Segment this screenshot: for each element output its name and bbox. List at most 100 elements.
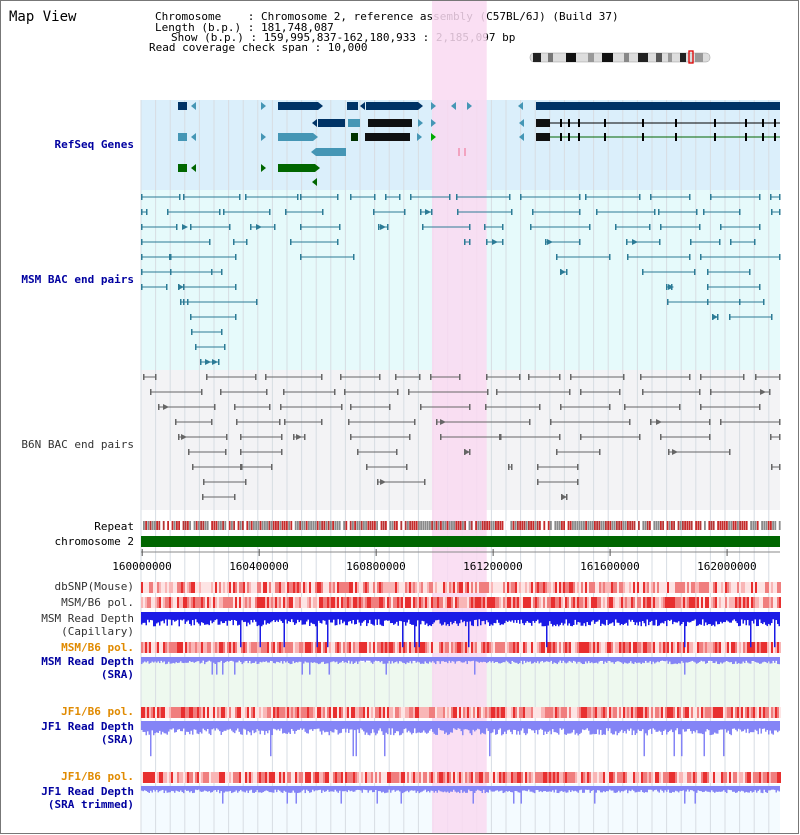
jf1-b6-pol-track-2[interactable] xyxy=(141,772,781,783)
exon-mark[interactable] xyxy=(745,119,747,127)
pol-cell xyxy=(185,642,187,653)
pol-cell xyxy=(333,707,335,718)
repeat-feature xyxy=(726,521,728,530)
jf1-read-depth-sra[interactable] xyxy=(141,721,780,757)
gene-block[interactable] xyxy=(278,164,315,172)
exon-mark[interactable] xyxy=(604,119,606,127)
bac-end xyxy=(650,419,652,425)
pol-cell xyxy=(537,597,539,608)
track-label-msm-read-depth-sra[interactable]: MSM Read Depth xyxy=(41,655,134,668)
exon-mark[interactable] xyxy=(714,119,716,127)
refseq-gene-features[interactable] xyxy=(178,102,780,186)
repeat-feature xyxy=(668,521,671,530)
ideogram-current-position[interactable] xyxy=(688,50,694,64)
msm-read-depth-sra[interactable] xyxy=(141,657,780,675)
bac-end xyxy=(223,209,225,215)
pol-cell xyxy=(779,597,781,608)
exon-mark[interactable] xyxy=(774,119,776,127)
exon-mark[interactable] xyxy=(604,133,606,141)
exon-mark[interactable] xyxy=(762,133,764,141)
exon-mark[interactable] xyxy=(560,119,562,127)
track-label-msm-b6-pol-1[interactable]: MSM/B6 pol. xyxy=(61,596,134,609)
track-label-msm-b6-pol-2[interactable]: MSM/B6 pol. xyxy=(61,641,134,654)
depth-bar xyxy=(357,721,359,730)
depth-bar xyxy=(180,612,182,620)
depth-bar xyxy=(672,612,674,625)
pol-cell xyxy=(321,597,323,608)
bac-end xyxy=(203,479,205,485)
msm-b6-pol-track-2[interactable] xyxy=(141,642,781,653)
dbsnp-track[interactable] xyxy=(141,582,781,593)
exon-mark[interactable] xyxy=(642,119,644,127)
jf1-b6-pol-track-1[interactable] xyxy=(141,707,781,718)
track-label-jf1-read-depth-sra[interactable]: JF1 Read Depth xyxy=(41,720,134,733)
depth-bar xyxy=(346,612,348,626)
pol-cell xyxy=(265,772,267,783)
exon-mark[interactable] xyxy=(714,133,716,141)
gene-block[interactable] xyxy=(178,102,187,110)
track-label-jf1-b6-pol-2[interactable]: JF1/B6 pol. xyxy=(61,770,134,783)
depth-bar xyxy=(268,721,270,731)
gene-block[interactable] xyxy=(368,119,412,127)
pol-cell xyxy=(711,582,713,593)
depth-bar xyxy=(664,612,666,622)
pol-cell xyxy=(337,597,339,608)
pol-cell xyxy=(323,582,325,593)
highlight-region[interactable] xyxy=(432,0,487,834)
jf1-read-depth-trimmed[interactable] xyxy=(141,786,780,804)
pol-cell xyxy=(629,642,631,653)
depth-bar xyxy=(595,786,597,793)
gene-block[interactable] xyxy=(316,148,346,156)
track-label-refseq-genes[interactable]: RefSeq Genes xyxy=(54,138,134,151)
gene-block[interactable] xyxy=(278,133,313,141)
track-label-jf1-read-depth-trimmed[interactable]: JF1 Read Depth xyxy=(41,785,134,798)
gene-block[interactable] xyxy=(536,133,550,141)
exon-mark[interactable] xyxy=(568,119,570,127)
track-label-chromosome[interactable]: chromosome 2 xyxy=(54,535,134,548)
depth-bar xyxy=(348,721,350,733)
gene-block[interactable] xyxy=(178,164,187,172)
repeat-feature xyxy=(717,521,719,530)
gene-block[interactable] xyxy=(318,119,345,127)
gene-block[interactable] xyxy=(351,133,358,141)
track-label-repeat[interactable]: Repeat xyxy=(94,520,134,533)
exon-mark[interactable] xyxy=(675,133,677,141)
gene-block[interactable] xyxy=(365,133,410,141)
pol-cell xyxy=(573,582,575,593)
gene-block[interactable] xyxy=(366,102,418,110)
exon-mark[interactable] xyxy=(560,133,562,141)
exon-mark[interactable] xyxy=(745,133,747,141)
gene-block[interactable] xyxy=(348,119,360,127)
chromosome-bar[interactable] xyxy=(141,536,780,547)
exon-mark[interactable] xyxy=(568,133,570,141)
track-label-b6n-bac[interactable]: B6N BAC end pairs xyxy=(21,438,134,451)
msm-read-depth-capillary[interactable] xyxy=(141,612,780,648)
exon-mark[interactable] xyxy=(578,119,580,127)
track-label-dbsnp[interactable]: dbSNP(Mouse) xyxy=(54,580,134,593)
msm-bac-pairs[interactable] xyxy=(141,194,781,365)
track-label-msm-read-depth-capillary[interactable]: MSM Read Depth xyxy=(41,612,134,625)
gene-block[interactable] xyxy=(278,102,318,110)
gene-block[interactable] xyxy=(536,119,550,127)
exon-mark[interactable] xyxy=(774,133,776,141)
gene-block[interactable] xyxy=(178,133,187,141)
exon-mark[interactable] xyxy=(578,133,580,141)
repeat-feature xyxy=(286,521,288,530)
chromosome-ideogram[interactable] xyxy=(529,50,711,64)
depth-bar xyxy=(678,721,680,735)
repeat-track[interactable] xyxy=(143,521,781,530)
pol-cell xyxy=(145,707,147,718)
track-label-jf1-b6-pol-1[interactable]: JF1/B6 pol. xyxy=(61,705,134,718)
pol-cell xyxy=(361,707,363,718)
exon-mark[interactable] xyxy=(762,119,764,127)
pol-cell xyxy=(261,772,263,783)
gene-block[interactable] xyxy=(347,102,358,110)
gene-block[interactable] xyxy=(536,102,780,110)
msm-b6-pol-track-1[interactable] xyxy=(141,597,781,608)
pol-cell xyxy=(727,597,729,608)
exon-mark[interactable] xyxy=(642,133,644,141)
exon-mark[interactable] xyxy=(675,119,677,127)
depth-bar xyxy=(163,657,165,662)
track-label-msm-bac[interactable]: MSM BAC end pairs xyxy=(21,273,134,286)
